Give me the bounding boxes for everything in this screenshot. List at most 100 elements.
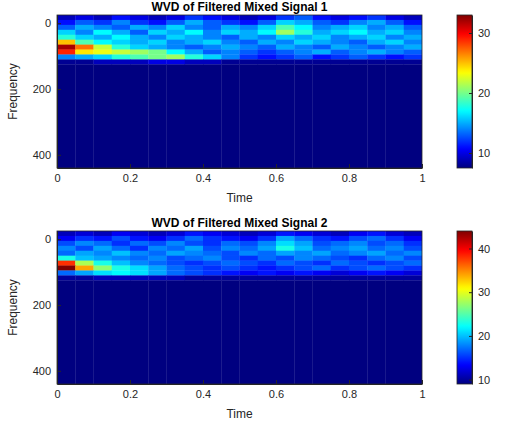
colorbar — [457, 15, 472, 168]
x-tick-label: 1 — [419, 172, 425, 184]
cell — [112, 270, 131, 275]
cell — [75, 280, 94, 384]
cell — [57, 256, 76, 261]
y-tick-mark — [57, 371, 61, 372]
x-tick-mark — [276, 164, 277, 168]
colorbar-tick: 40 — [469, 243, 490, 255]
cell — [331, 256, 350, 261]
cell — [148, 246, 167, 251]
cell — [75, 35, 94, 40]
cell — [294, 256, 313, 261]
x-tick-label: 0 — [54, 172, 60, 184]
cell — [313, 25, 332, 30]
y-tick-label: 0 — [45, 233, 51, 245]
cell — [94, 25, 113, 30]
cell — [75, 64, 94, 168]
cell — [294, 30, 313, 35]
y-axis: 0200400 — [33, 232, 61, 385]
x-tick-label: 1 — [419, 388, 425, 400]
cell — [331, 236, 350, 241]
cell — [203, 270, 222, 275]
cell — [331, 246, 350, 251]
cell — [258, 246, 277, 251]
cell — [404, 270, 422, 275]
cell — [331, 20, 350, 25]
cell — [294, 25, 313, 30]
cell — [276, 25, 295, 30]
cell — [130, 15, 149, 20]
cell — [148, 54, 167, 59]
cell — [404, 231, 422, 236]
cell — [386, 45, 405, 50]
cell — [258, 20, 277, 25]
cell — [313, 241, 332, 246]
cell — [167, 45, 186, 50]
cell — [313, 270, 332, 275]
cell — [167, 266, 186, 271]
x-tick-mark — [203, 380, 204, 384]
cell — [313, 30, 332, 35]
cell — [130, 30, 149, 35]
cell — [349, 270, 368, 275]
cell — [203, 50, 222, 55]
colorbar-tick-label: 30 — [478, 27, 490, 39]
cell — [404, 261, 422, 266]
cell — [331, 59, 350, 64]
cell — [130, 275, 149, 280]
cell — [349, 35, 368, 40]
cell — [167, 256, 186, 261]
x-tick: 0.4 — [196, 164, 211, 184]
cell — [367, 241, 386, 246]
cell — [386, 25, 405, 30]
cell — [130, 236, 149, 241]
cell — [221, 275, 240, 280]
cell — [404, 20, 422, 25]
cell — [112, 45, 131, 50]
cell — [331, 275, 350, 280]
cell — [258, 35, 277, 40]
cell — [57, 280, 76, 384]
chart-title: WVD of Filtered Mixed Signal 1 — [151, 0, 327, 14]
cell — [386, 266, 405, 271]
cell — [148, 266, 167, 271]
x-tick: 0.2 — [123, 380, 138, 400]
cell — [294, 251, 313, 256]
cell — [185, 270, 204, 275]
cell — [112, 236, 131, 241]
cell — [75, 15, 94, 20]
cell — [75, 266, 94, 271]
cell — [185, 25, 204, 30]
cell — [130, 40, 149, 45]
cell — [386, 256, 405, 261]
cell — [203, 59, 222, 64]
cell — [203, 280, 222, 384]
cell — [167, 241, 186, 246]
cell — [331, 40, 350, 45]
cell — [313, 280, 332, 384]
cell — [258, 256, 277, 261]
cell — [221, 256, 240, 261]
cell — [130, 270, 149, 275]
y-axis: 0200400 — [33, 16, 61, 169]
cell — [313, 275, 332, 280]
cell — [221, 64, 240, 168]
x-tick-label: 0.2 — [123, 172, 138, 184]
cell — [367, 45, 386, 50]
cell — [130, 266, 149, 271]
cell — [404, 59, 422, 64]
cell — [349, 15, 368, 20]
cell — [240, 40, 259, 45]
y-tick-mark — [57, 305, 61, 306]
cell — [75, 59, 94, 64]
cell — [57, 59, 76, 64]
cell — [203, 35, 222, 40]
cell — [112, 280, 131, 384]
cell — [148, 59, 167, 64]
cell — [112, 50, 131, 55]
cell — [94, 270, 113, 275]
colorbar-tick-mark — [469, 292, 472, 293]
cell — [404, 275, 422, 280]
cell — [367, 251, 386, 256]
cell — [221, 50, 240, 55]
x-tick-mark — [130, 380, 131, 384]
